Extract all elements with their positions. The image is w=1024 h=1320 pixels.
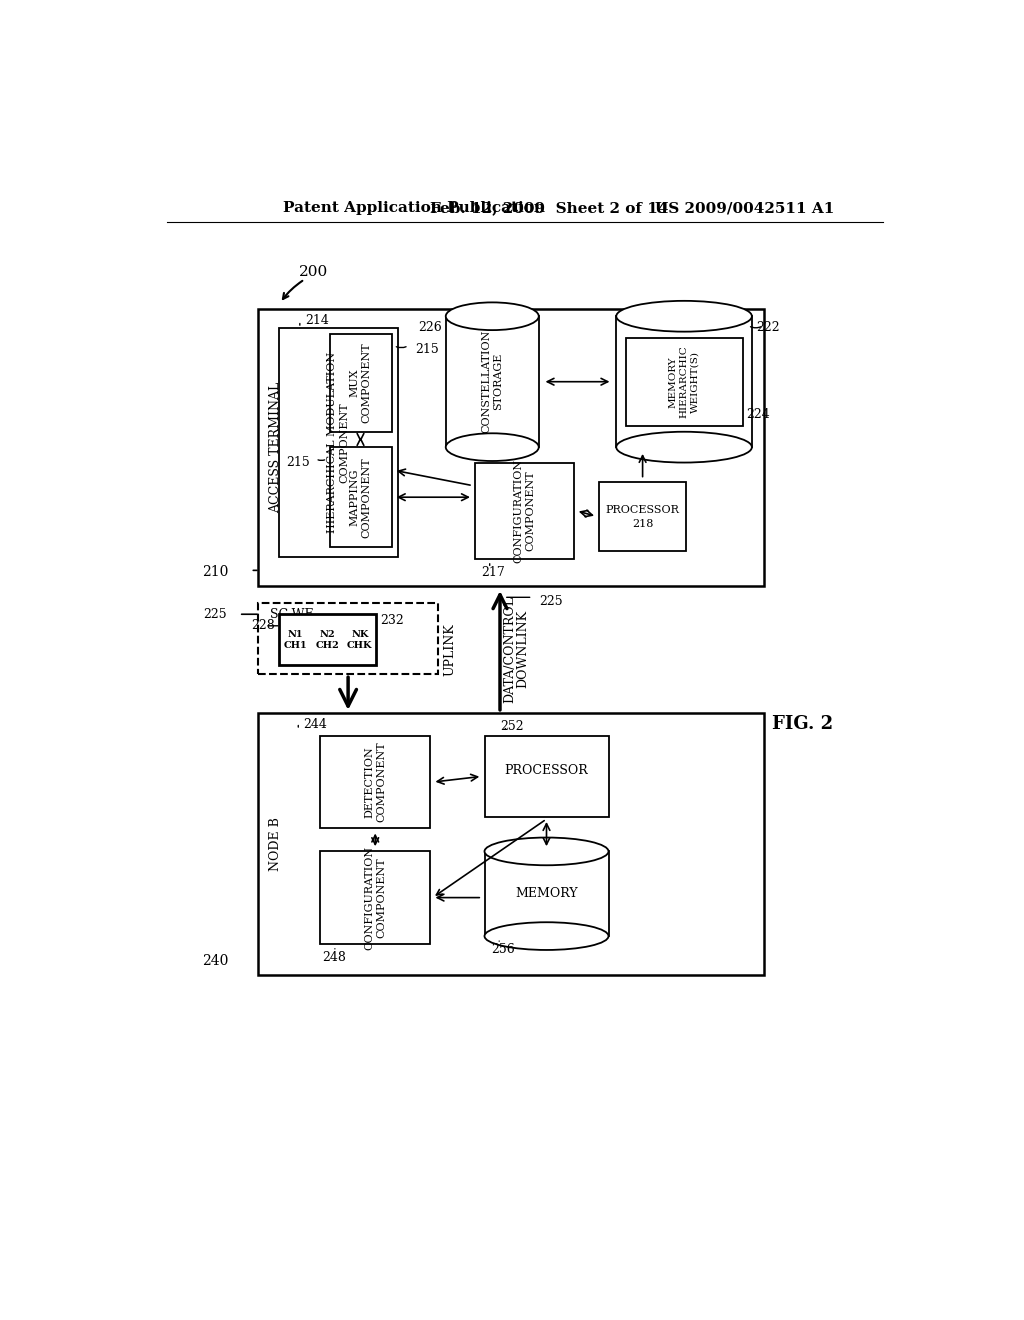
FancyBboxPatch shape	[484, 737, 608, 817]
FancyBboxPatch shape	[599, 482, 686, 552]
Text: DATA/CONTROL: DATA/CONTROL	[503, 595, 516, 702]
Text: NODE B: NODE B	[268, 817, 282, 871]
Text: DOWNLINK: DOWNLINK	[517, 610, 529, 688]
Text: US 2009/0042511 A1: US 2009/0042511 A1	[655, 202, 835, 215]
Text: ACCESS TERMINAL: ACCESS TERMINAL	[268, 381, 282, 513]
Text: PROCESSOR: PROCESSOR	[605, 506, 680, 515]
Text: 240: 240	[203, 954, 228, 968]
Text: 228: 228	[252, 619, 275, 632]
Ellipse shape	[445, 433, 539, 461]
Text: Feb. 12, 2009  Sheet 2 of 14: Feb. 12, 2009 Sheet 2 of 14	[430, 202, 669, 215]
FancyBboxPatch shape	[626, 338, 742, 425]
Text: 200: 200	[299, 264, 328, 279]
Text: 215: 215	[415, 343, 438, 356]
FancyBboxPatch shape	[258, 603, 438, 675]
Text: 252: 252	[500, 721, 523, 733]
FancyBboxPatch shape	[330, 334, 391, 432]
Ellipse shape	[616, 432, 752, 462]
FancyBboxPatch shape	[484, 851, 608, 936]
Text: MEMORY
HIERARCHIC
WEIGHT(S): MEMORY HIERARCHIC WEIGHT(S)	[669, 346, 699, 418]
Text: CONFIGURATION
COMPONENT: CONFIGURATION COMPONENT	[364, 846, 386, 949]
FancyBboxPatch shape	[280, 327, 397, 557]
Text: DETECTION
COMPONENT: DETECTION COMPONENT	[364, 742, 386, 822]
Text: 210: 210	[203, 565, 228, 579]
Text: CONFIGURATION
COMPONENT: CONFIGURATION COMPONENT	[513, 458, 536, 562]
Text: 214: 214	[305, 314, 329, 327]
Text: NK
CHK: NK CHK	[347, 630, 373, 649]
Text: MEMORY: MEMORY	[515, 887, 578, 900]
FancyBboxPatch shape	[445, 317, 539, 447]
Text: N1
CH1: N1 CH1	[284, 630, 307, 649]
Ellipse shape	[484, 923, 608, 950]
Text: 225: 225	[539, 594, 562, 607]
FancyBboxPatch shape	[475, 462, 573, 558]
FancyBboxPatch shape	[258, 713, 764, 974]
Text: HIERARCHICAL MODULATION
COMPONENT: HIERARCHICAL MODULATION COMPONENT	[328, 352, 349, 533]
Text: Patent Application Publication: Patent Application Publication	[283, 202, 545, 215]
Ellipse shape	[445, 302, 539, 330]
FancyBboxPatch shape	[258, 309, 764, 586]
Text: MAPPING
COMPONENT: MAPPING COMPONENT	[349, 457, 372, 537]
Text: 244: 244	[303, 718, 327, 731]
Text: MUX
COMPONENT: MUX COMPONENT	[349, 343, 372, 424]
Text: 218: 218	[632, 519, 653, 529]
Ellipse shape	[616, 301, 752, 331]
Text: 256: 256	[490, 944, 514, 957]
Ellipse shape	[484, 837, 608, 866]
Text: 225: 225	[204, 607, 227, 620]
Text: UPLINK: UPLINK	[443, 623, 456, 676]
Text: 222: 222	[756, 321, 779, 334]
Text: SC-WF: SC-WF	[270, 607, 313, 620]
FancyBboxPatch shape	[280, 614, 376, 665]
Text: 224: 224	[746, 408, 770, 421]
FancyBboxPatch shape	[321, 737, 430, 829]
Text: N2
CH2: N2 CH2	[315, 630, 339, 649]
Text: FIG. 2: FIG. 2	[772, 715, 833, 734]
Text: 248: 248	[323, 952, 346, 964]
FancyBboxPatch shape	[616, 317, 752, 447]
Text: 215: 215	[287, 455, 310, 469]
Text: 226: 226	[418, 321, 442, 334]
Text: CONSTELLATION
STORAGE: CONSTELLATION STORAGE	[481, 330, 504, 433]
FancyBboxPatch shape	[321, 851, 430, 944]
Text: 217: 217	[481, 566, 505, 579]
FancyBboxPatch shape	[330, 447, 391, 548]
Text: 232: 232	[380, 614, 403, 627]
Text: PROCESSOR: PROCESSOR	[505, 764, 589, 776]
